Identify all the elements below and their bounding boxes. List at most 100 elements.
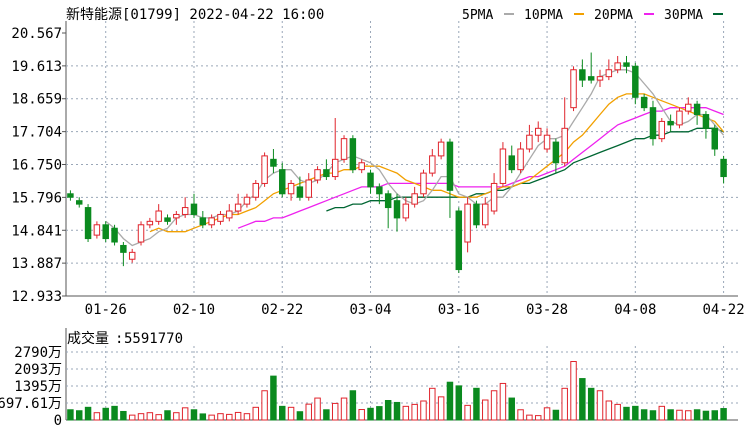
volume-bar-down [649, 410, 657, 421]
volume-bar-down [84, 406, 92, 421]
volume-bar-up [543, 407, 551, 421]
candle-down [120, 244, 127, 253]
candle-up [596, 76, 604, 81]
volume-bar-down [296, 411, 304, 421]
candle-down [649, 107, 657, 140]
volume-bar-down [102, 407, 109, 421]
candle-down [667, 120, 674, 126]
date-tick-label: 04-08 [614, 302, 656, 318]
candle-up [482, 203, 489, 226]
volume-bar-up [93, 412, 101, 421]
volume-bar-up [676, 409, 683, 421]
volume-bar-up [261, 390, 268, 421]
volume-bar-down [67, 409, 74, 421]
date-tick-label: 04-22 [703, 302, 744, 318]
candle-up [437, 141, 445, 157]
candle-up [534, 127, 542, 136]
candle-down [270, 158, 277, 167]
candle-down [632, 65, 639, 98]
volume-bar-down [552, 409, 560, 421]
candle-up [543, 134, 551, 150]
candle-down [552, 141, 560, 164]
candle-up [305, 179, 312, 198]
volume-bar-down [446, 381, 454, 421]
candle-down [508, 155, 515, 171]
volume-bar-down [632, 405, 639, 421]
date-tick-label: 03-28 [526, 302, 568, 318]
price-tick-label: 20.567 [11, 26, 62, 42]
candle-down [367, 172, 374, 188]
volume-bar-down [711, 410, 718, 421]
volume-bar-up [437, 396, 445, 421]
volume-bar-up [402, 405, 410, 421]
ma5-line [105, 69, 725, 247]
candle-up [340, 138, 348, 160]
price-tick-label: 19.613 [11, 59, 62, 75]
candle-down [102, 224, 109, 240]
volume-bar-down [508, 397, 515, 421]
candle-up [561, 127, 568, 164]
legend-ma10-label: 10PMA [524, 8, 563, 23]
chart-legend: 5PMA 10PMA 20PMA 30PMA [462, 8, 723, 23]
date-tick-label: 01-26 [85, 302, 127, 318]
volume-tick-label: 0 [54, 413, 62, 426]
volume-bar-down [349, 390, 357, 421]
ma20-line [237, 107, 724, 229]
volume-bar-up [128, 414, 136, 421]
candle-up [93, 224, 101, 236]
candle-down [473, 203, 480, 226]
chart-title: 新特能源[01799] 2022-04-22 16:00 [66, 7, 324, 23]
volume-tick-label: 697.61万 [0, 396, 62, 412]
volume-bar-down [111, 405, 118, 421]
candle-up [429, 155, 436, 174]
volume-bar-up [490, 390, 498, 421]
volume-bar-down [190, 409, 198, 421]
volume-bar-up [305, 403, 312, 421]
candle-down [190, 203, 198, 215]
candle-down [587, 76, 595, 81]
candle-up [146, 220, 154, 226]
axis-layer: 20.567 19.613 18.659 17.704 16.750 15.796 14.8… [0, 26, 744, 426]
candle-up [676, 110, 683, 126]
candle-up [570, 69, 577, 109]
candle-up [208, 217, 215, 226]
candle-up [287, 182, 295, 195]
volume-bar-down [199, 413, 207, 421]
price-tick-label: 13.887 [11, 256, 62, 272]
candle-down [279, 169, 286, 195]
volume-bar-up [517, 409, 524, 421]
volume-bar-up [429, 387, 436, 421]
price-tick-label: 15.796 [11, 190, 62, 206]
volume-bar-down [376, 406, 383, 421]
candle-down [349, 138, 357, 171]
volume-separator: : [115, 331, 123, 347]
candle-up [526, 134, 533, 150]
date-tick-label: 03-16 [438, 302, 480, 318]
volume-bar-up [137, 413, 145, 421]
volume-bar-up [287, 406, 295, 421]
volume-bar-down [579, 378, 586, 421]
volume-tick-label: 2790万 [14, 345, 62, 361]
volume-bar-down [473, 387, 480, 421]
candle-down [720, 158, 727, 178]
volume-bar-up [534, 415, 542, 421]
volume-bar-up [146, 412, 154, 421]
moving-average-layer [105, 69, 725, 247]
candle-up [234, 203, 242, 212]
candle-up [181, 207, 189, 215]
price-tick-label: 18.659 [11, 92, 62, 108]
candle-down [164, 217, 171, 222]
legend-ma30-label: 30PMA [664, 8, 703, 23]
volume-bar-up [181, 407, 189, 421]
volume-bar-down [120, 410, 127, 421]
candle-up [314, 169, 321, 181]
volume-tick-label: 1395万 [14, 379, 62, 395]
candle-down [84, 207, 92, 240]
candle-down [693, 103, 701, 116]
candle-down [111, 227, 118, 243]
price-tick-label: 17.704 [11, 125, 62, 141]
candle-down [455, 210, 463, 271]
price-tick-label: 16.750 [11, 158, 62, 174]
volume-bar-up [226, 413, 233, 421]
